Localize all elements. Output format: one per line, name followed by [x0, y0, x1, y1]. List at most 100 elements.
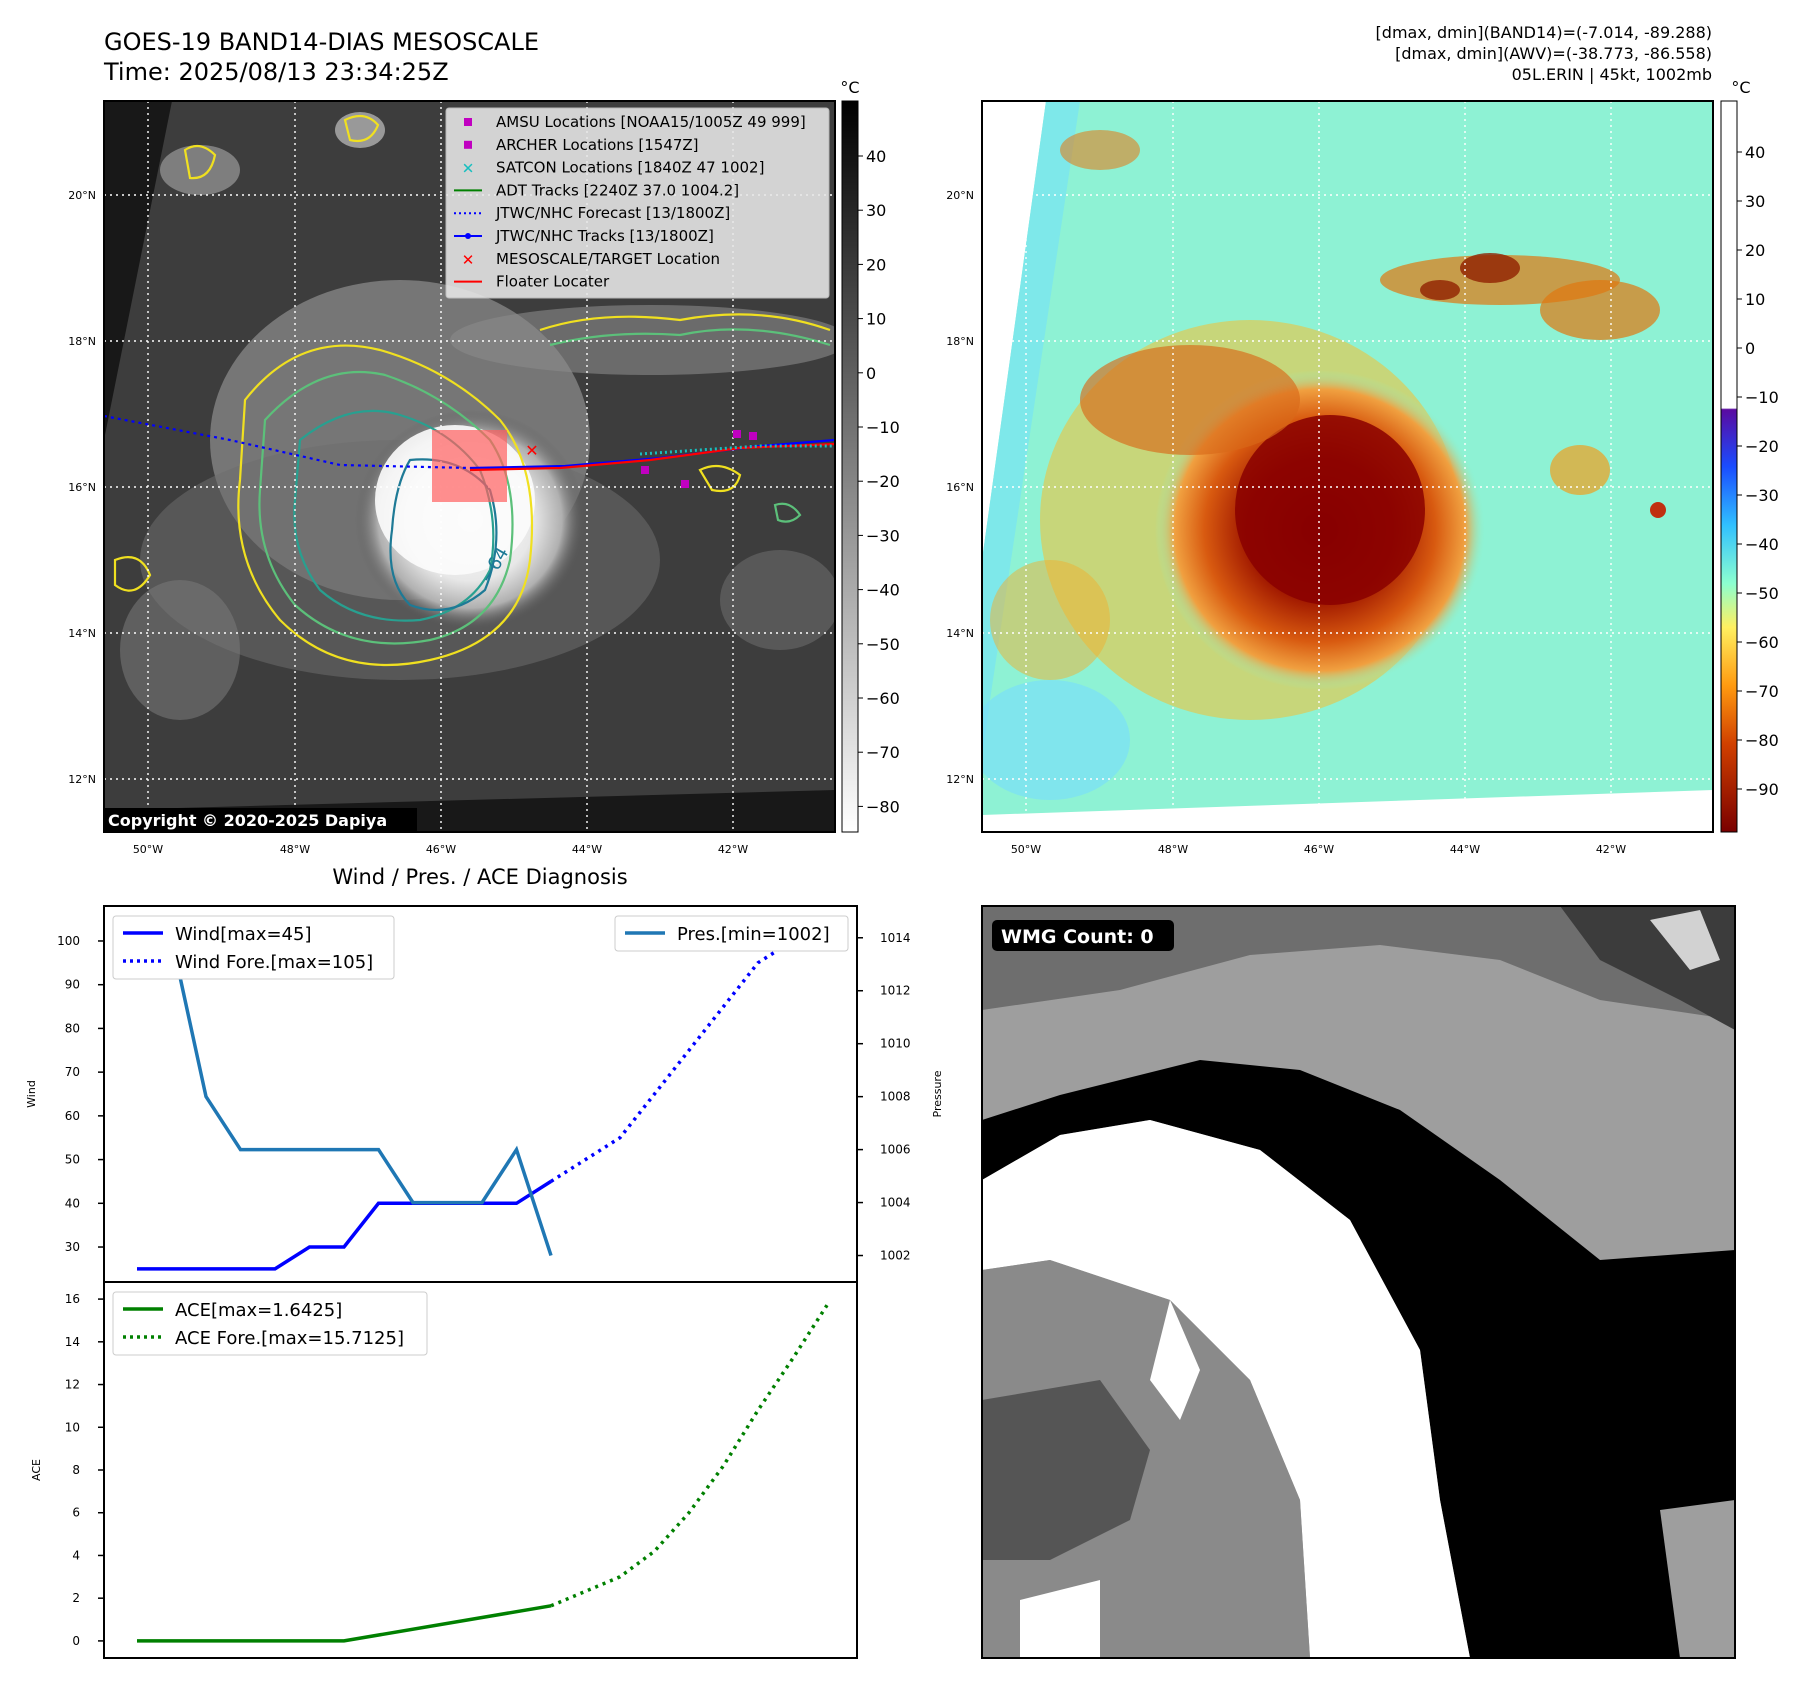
map-legend: AMSU Locations [NOAA15/1005Z 49 999] ARCH… — [445, 107, 830, 299]
satcon-points — [639, 444, 835, 456]
y2-tick-label: 1002 — [880, 1249, 911, 1263]
series-ace-fore-line — [550, 1304, 829, 1608]
lon-label: 50°W — [133, 843, 163, 856]
pressure-axis-label: Pressure — [931, 1070, 944, 1117]
lon-label: 46°W — [426, 843, 456, 856]
awv-colorbar-tick: −90 — [1745, 780, 1779, 799]
y-tick-label: 12 — [65, 1378, 80, 1392]
awv-imagery — [982, 101, 1713, 815]
storm-info: 05L.ERIN | 45kt, 1002mb — [1512, 65, 1712, 84]
y-tick-label: 16 — [65, 1292, 80, 1306]
ir-map-frame — [103, 100, 836, 833]
lat-label: 20°N — [946, 189, 974, 202]
amsu-marker — [641, 466, 649, 474]
y2-tick-label: 1004 — [880, 1196, 911, 1210]
map-legend-label: MESOSCALE/TARGET Location — [496, 250, 720, 268]
stats-awv: [dmax, dmin](AWV)=(-38.773, -86.558) — [1395, 44, 1712, 63]
y-tick-label: 0 — [72, 1634, 80, 1648]
awv-colorbar-tick: −10 — [1745, 388, 1779, 407]
lat-label: 14°N — [946, 627, 974, 640]
lon-label: 44°W — [1450, 843, 1480, 856]
ir-colorbar-tick: 10 — [866, 310, 886, 329]
wind-legend: Wind[max=45] Wind Fore.[max=105] — [112, 915, 395, 980]
lon-label: 48°W — [1158, 843, 1188, 856]
ir-colorbar-tick: 30 — [866, 201, 886, 220]
stats-band14: [dmax, dmin](BAND14)=(-7.014, -89.288) — [1376, 23, 1712, 42]
y-tick-label: 14 — [65, 1335, 80, 1349]
wmg-panel: WMG Count: 0 — [981, 905, 1736, 1659]
ir-colorbar-tick: −70 — [866, 743, 900, 762]
lon-label: 42°W — [718, 843, 748, 856]
y-tick-label: 50 — [65, 1153, 80, 1167]
awv-colorbar-tick: 10 — [1745, 290, 1765, 309]
lat-label: 14°N — [68, 627, 96, 640]
ir-colorbar-tick: −50 — [866, 635, 900, 654]
awv-map-axis-labels: 20°N 18°N 16°N 14°N 12°N 50°W 48°W 46°W 44°W 42°W — [946, 189, 1626, 856]
legend-pressure: Pres.[min=1002] — [677, 924, 830, 945]
map-legend-item: ✕ MESOSCALE/TARGET Location — [462, 250, 720, 269]
y-tick-label: 2 — [72, 1591, 80, 1605]
archer-marker — [681, 480, 689, 488]
lat-label: 16°N — [946, 481, 974, 494]
figure-time: Time: 2025/08/13 23:34:25Z — [103, 58, 449, 86]
copyright-background — [104, 808, 417, 832]
y-tick-label: 8 — [72, 1463, 80, 1477]
awv-colorbar-tick: −80 — [1745, 731, 1779, 750]
awv-map-gridlines — [982, 101, 1713, 832]
y2-tick-label: 1006 — [880, 1143, 911, 1157]
map-legend-label: SATCON Locations [1840Z 47 1002] — [496, 159, 764, 177]
y2-tick-label: 1008 — [880, 1090, 911, 1104]
ir-colorbar-tick: −10 — [866, 418, 900, 437]
amsu-marker — [749, 432, 757, 440]
y-tick-label: 60 — [65, 1109, 80, 1123]
awv-colorbar-tick: −20 — [1745, 437, 1779, 456]
y-tick-label: 4 — [72, 1548, 80, 1562]
map-legend-label: ADT Tracks [2240Z 37.0 1004.2] — [496, 181, 739, 199]
map-legend-label: ARCHER Locations [1547Z] — [496, 136, 699, 154]
lon-label: 50°W — [1011, 843, 1041, 856]
map-legend-label: AMSU Locations [NOAA15/1005Z 49 999] — [496, 113, 806, 131]
amsu-marker — [733, 430, 741, 438]
y2-tick-label: 1010 — [880, 1037, 911, 1051]
legend-ace: ACE[max=1.6425] — [175, 1300, 342, 1321]
awv-map-frame — [981, 100, 1714, 833]
map-legend-label: Floater Locater — [496, 273, 610, 291]
ir-colorbar-tick: −80 — [866, 797, 900, 816]
figure-title: GOES-19 BAND14-DIAS MESOSCALE — [104, 28, 539, 56]
awv-colorbar-tick: 20 — [1745, 241, 1765, 260]
map-legend-item: ✕ SATCON Locations [1840Z 47 1002] — [462, 159, 765, 178]
map-legend-item: AMSU Locations [NOAA15/1005Z 49 999] — [464, 113, 806, 131]
y-tick-label: 80 — [65, 1021, 80, 1035]
wmg-frame — [981, 905, 1736, 1659]
awv-colorbar-tick: 0 — [1745, 339, 1755, 358]
awv-colorbar-tick: 30 — [1745, 192, 1765, 211]
map-legend-item: JTWC/NHC Tracks [13/1800Z] — [454, 227, 714, 245]
legend-wind: Wind[max=45] — [175, 924, 312, 945]
pressure-legend: Pres.[min=1002] — [614, 915, 849, 952]
wmg-badge — [992, 920, 1174, 951]
ir-map-axis-labels: 20°N 18°N 16°N 14°N 12°N 50°W 48°W 46°W 44°W 42°W — [68, 189, 748, 856]
lat-label: 16°N — [68, 481, 96, 494]
map-legend-label: JTWC/NHC Forecast [13/1800Z] — [495, 204, 730, 222]
series-ace-line — [137, 1604, 552, 1643]
copyright-text: Copyright © 2020-2025 Dapiya — [108, 811, 387, 830]
ir-colorbar-tick: −40 — [866, 581, 900, 600]
ir-colorbar-tick: −30 — [866, 526, 900, 545]
y-tick-label: 6 — [72, 1506, 80, 1520]
lat-label: 18°N — [946, 335, 974, 348]
series-wind-fore-line — [550, 917, 828, 1183]
ir-map-panel: −64 ✕ AMSU Locations [NOAA15/10 — [68, 100, 836, 856]
awv-colorbar-tick: −30 — [1745, 486, 1779, 505]
forecast-track-line — [104, 414, 471, 470]
legend-wind-forecast: Wind Fore.[max=105] — [175, 952, 373, 973]
ir-contours — [113, 114, 831, 666]
awv-colorbar-tick: 40 — [1745, 143, 1765, 162]
awv-colorbar-tick: −50 — [1745, 584, 1779, 603]
ir-map-tracks: ✕ — [104, 414, 835, 502]
lon-label: 48°W — [280, 843, 310, 856]
legend-ace-forecast: ACE Fore.[max=15.7125] — [175, 1328, 404, 1349]
map-legend-item: ARCHER Locations [1547Z] — [464, 136, 699, 154]
ace-axis-label: ACE — [30, 1459, 43, 1481]
awv-colorbar: °C 40 30 20 10 0 −10 −20 −30 −40 −50 −60 −70 −80 −90 — [1720, 78, 1779, 833]
